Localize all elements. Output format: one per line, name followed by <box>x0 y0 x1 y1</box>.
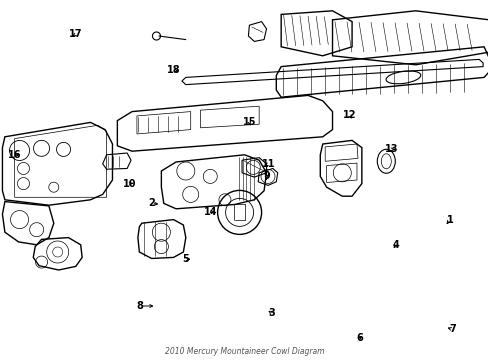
Text: 15: 15 <box>242 117 256 127</box>
Text: 13: 13 <box>384 144 397 154</box>
Text: 16: 16 <box>8 150 21 160</box>
Text: 3: 3 <box>267 308 274 318</box>
Text: 2: 2 <box>148 198 155 208</box>
Text: 7: 7 <box>448 324 455 334</box>
Text: 18: 18 <box>166 65 180 75</box>
Text: 8: 8 <box>136 301 142 311</box>
Text: 1: 1 <box>446 215 452 225</box>
Text: 10: 10 <box>122 179 136 189</box>
Text: 5: 5 <box>182 254 189 264</box>
Text: 17: 17 <box>69 29 82 39</box>
Text: 9: 9 <box>263 171 269 181</box>
Text: 12: 12 <box>342 110 356 120</box>
Text: 14: 14 <box>203 207 217 217</box>
Text: 4: 4 <box>392 240 399 250</box>
Text: 2010 Mercury Mountaineer Cowl Diagram: 2010 Mercury Mountaineer Cowl Diagram <box>164 346 324 356</box>
Text: 11: 11 <box>262 159 275 169</box>
Text: 6: 6 <box>355 333 362 343</box>
